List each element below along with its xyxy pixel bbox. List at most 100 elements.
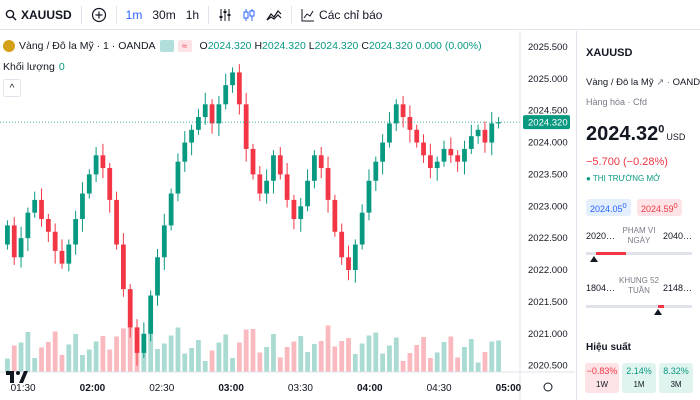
- price-chart[interactable]: 2025.500 2025.000 2024.500 2024.000 2023.500…: [0, 31, 575, 400]
- candle-body: [291, 199, 297, 220]
- performance-1w[interactable]: −0.83% 1W: [585, 363, 619, 393]
- ask-price[interactable]: 2024.590: [637, 199, 682, 216]
- timeframe-1h[interactable]: 1h: [185, 7, 200, 22]
- candle-body: [407, 117, 413, 130]
- axis-settings-icon[interactable]: [543, 382, 553, 392]
- candle-type-button[interactable]: [237, 0, 261, 29]
- time-tick-label: 03:30: [288, 383, 313, 394]
- volume-bar: [339, 341, 345, 372]
- volume-bar: [73, 334, 79, 372]
- volume-bar: [291, 341, 297, 372]
- volume-bar: [127, 323, 133, 372]
- candle-body: [325, 168, 331, 200]
- candle-body: [441, 148, 447, 162]
- candle-body: [32, 199, 38, 213]
- day-range: 2020… PHẠM VI NGÀY 2040…: [586, 226, 692, 266]
- sliders-icon: [219, 8, 231, 21]
- volume-bar: [66, 344, 72, 372]
- volume-bar: [196, 340, 201, 372]
- volume-bar: [414, 345, 420, 372]
- volume-bar: [427, 358, 433, 372]
- time-tick-label: 02:00: [80, 383, 106, 394]
- toolbar-divider: [80, 5, 82, 24]
- external-link-icon[interactable]: ↗: [656, 77, 665, 88]
- volume-bar: [462, 347, 467, 372]
- volume-bar: [332, 346, 338, 372]
- candle-body: [230, 72, 235, 86]
- volume-bar: [325, 325, 331, 372]
- indicators-button[interactable]: [261, 0, 287, 29]
- volume-bar: [18, 342, 24, 372]
- volume-bar: [93, 341, 99, 372]
- green-flag-icon[interactable]: [159, 40, 174, 52]
- volume-bar: [236, 342, 242, 372]
- timeframe-1m[interactable]: 1m: [125, 7, 143, 22]
- price-tick-label: 2023.500: [528, 169, 568, 180]
- price-tick-label: 2024.500: [528, 106, 568, 117]
- volume-bar: [45, 342, 51, 372]
- volume-bar: [421, 337, 426, 372]
- chart-settings-button[interactable]: [213, 0, 237, 29]
- candle-body: [73, 219, 79, 245]
- current-price-label: 2024.320: [528, 118, 568, 129]
- candle-body: [475, 129, 481, 137]
- volume-bar: [100, 336, 106, 372]
- time-tick-label: 02:30: [149, 383, 174, 394]
- studies-button[interactable]: Các chỉ báo: [296, 0, 387, 29]
- symbol-search[interactable]: XAUUSD: [0, 0, 77, 29]
- candle-body: [80, 193, 85, 220]
- volume-bar: [434, 352, 440, 372]
- candle-body: [277, 155, 283, 175]
- candle-body: [373, 161, 379, 181]
- candle-body: [427, 155, 433, 169]
- collapse-legend-button[interactable]: ^: [3, 79, 21, 97]
- compare-button[interactable]: [86, 0, 112, 29]
- candle-body: [107, 168, 113, 200]
- volume-bar: [161, 343, 167, 372]
- time-tick-label: 04:30: [427, 383, 452, 394]
- performance-1m[interactable]: 2.14% 1M: [622, 363, 656, 393]
- search-icon: [5, 9, 17, 20]
- candle-body: [236, 72, 242, 105]
- candle-body: [114, 199, 119, 245]
- volume-bar: [189, 348, 194, 372]
- volume-bar: [489, 341, 495, 372]
- candle-body: [86, 174, 92, 194]
- week52-range-fill: [658, 305, 665, 308]
- candle-body: [489, 123, 495, 143]
- volume-bar: [80, 355, 85, 372]
- candle-body: [448, 148, 454, 156]
- candle-body: [250, 148, 256, 175]
- volume-bar: [107, 349, 113, 372]
- volume-bar: [168, 335, 174, 372]
- week52-range: 1804… KHUNG 52 TUẦN 2148…: [586, 276, 692, 316]
- volume-bar: [25, 332, 31, 372]
- chart-area[interactable]: 2025.500 2025.000 2024.500 2024.000 2023.500…: [0, 31, 575, 400]
- candle-body: [393, 104, 399, 124]
- volume-bar: [202, 361, 208, 372]
- volume-bar: [318, 341, 324, 372]
- price-tick-label: 2023.000: [528, 201, 568, 212]
- price-tick-label: 2020.500: [528, 361, 568, 372]
- candle-body: [332, 199, 338, 232]
- volume-bar: [277, 357, 283, 372]
- performance-3m[interactable]: 8.32% 3M: [659, 363, 693, 393]
- price-tick-label: 2021.500: [528, 297, 568, 308]
- timeframe-30m[interactable]: 30m: [152, 7, 176, 22]
- candle-body: [168, 193, 174, 226]
- equal-icon[interactable]: ≈: [177, 40, 192, 52]
- candle-body: [366, 180, 372, 213]
- volume-label: Khối lượng: [3, 61, 55, 73]
- tradingview-logo-icon: [6, 371, 28, 390]
- bid-price[interactable]: 2024.050: [586, 199, 631, 216]
- candle-body: [11, 225, 17, 258]
- volume-bar: [264, 347, 270, 372]
- candle-body: [421, 142, 426, 156]
- candle-body: [175, 161, 181, 194]
- candle-body: [312, 155, 317, 181]
- toolbar-divider: [115, 5, 117, 24]
- candle-body: [209, 104, 215, 124]
- volume-bar: [407, 353, 413, 372]
- volume-bar: [305, 352, 310, 372]
- volume-bar: [448, 336, 454, 372]
